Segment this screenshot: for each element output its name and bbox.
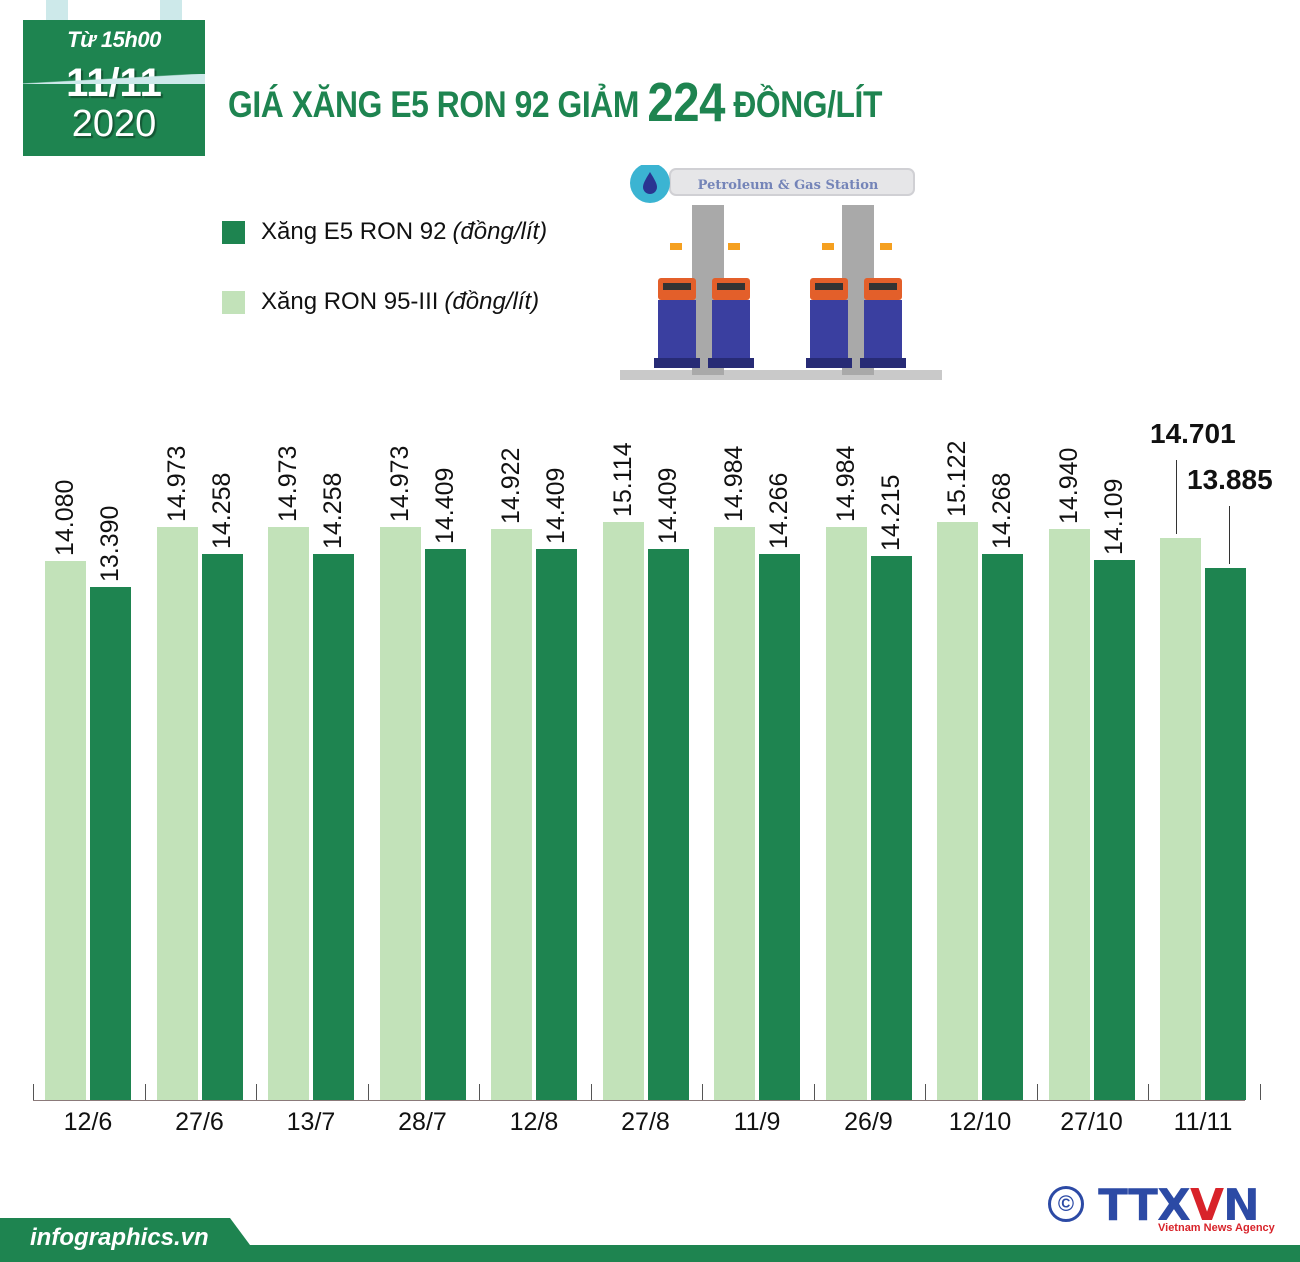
date-badge: Từ 15h00 11/11 2020 [23,20,205,156]
footer-site-link[interactable]: infographics.vn [30,1224,209,1251]
bar-ron95 [156,527,198,1100]
bar-ron95 [714,526,755,1100]
x-axis-label: 13/7 [286,1108,336,1136]
x-axis-tick [479,1084,480,1100]
value-label: 14.258 [319,472,347,550]
bar-ron95 [45,560,86,1100]
x-axis-label: 27/8 [621,1108,670,1136]
bar-e5-ron92 [90,586,131,1100]
x-axis [33,1100,1245,1101]
x-axis-tick [144,1084,146,1100]
bar-chart: 12/6 14.080 13.390 27/6 14.973 14.258 13/7 14.9… [33,418,1273,1136]
value-label: 14.109 [1099,478,1128,555]
bar-ron95 [825,526,867,1100]
effective-time: Từ 15h00 [67,27,161,52]
title-suffix: ĐỒNG/LÍT [733,84,882,125]
value-label-highlight: 14.701 [1150,418,1236,449]
badge-hanger-right [160,0,182,20]
legend-item-e5-ron92: Xăng E5 RON 92 (đồng/lít) [222,214,547,250]
x-axis-label: 11/9 [733,1108,781,1136]
legend-label: Xăng RON 95-III [261,288,439,315]
x-axis-tick [33,1084,34,1100]
bar-e5-ron92 [982,553,1023,1100]
legend-swatch-light [222,290,245,314]
value-label: 14.984 [831,445,860,522]
bar-e5-ron92 [1093,559,1135,1100]
x-axis-label: 27/10 [1060,1108,1123,1136]
bar-ron95 [1048,528,1090,1100]
gas-station-illustration: Petroleum & Gas Station [620,165,942,380]
value-label: 14.973 [162,445,191,523]
badge-stripe [23,74,205,84]
x-axis-label: 28/7 [398,1108,447,1136]
x-axis-label: 12/8 [509,1108,559,1136]
value-label: 14.409 [430,467,459,544]
value-label: 14.409 [542,467,570,544]
value-label: 14.973 [385,445,414,523]
title-prefix: GIÁ XĂNG E5 RON 92 GIẢM [228,84,639,125]
agency-tagline: Vietnam News Agency [1158,1222,1275,1234]
legend-unit: (đồng/lít) [452,218,548,245]
value-label: 14.940 [1054,447,1083,524]
x-axis-label: 12/6 [63,1108,113,1136]
badge-hanger-left [46,0,68,20]
value-label-highlight: 13.885 [1187,464,1273,495]
footer-bar [0,1245,1300,1262]
bar-e5-ron92 [759,553,800,1100]
legend-item-ron95: Xăng RON 95-III (đồng/lít) [222,284,547,320]
bar-ron95 [379,527,421,1100]
bar-ron95 [1160,537,1201,1100]
bar-e5-ron92 [870,555,912,1100]
bar-e5-ron92 [536,548,577,1100]
bar-ron95 [268,527,309,1100]
bar-e5-ron92 [201,554,243,1100]
bar-e5-ron92 [647,548,689,1100]
value-label: 14.409 [653,467,682,544]
footer-tab [0,1218,250,1262]
x-axis-tick [925,1084,926,1100]
x-axis-tick [702,1084,703,1100]
effective-year: 2020 [71,103,157,145]
bar-ron95 [491,529,532,1100]
bar-ron95 [937,521,978,1100]
leader-line [1175,460,1177,534]
station-sign-text: Petroleum & Gas Station [698,178,879,193]
value-label: 15.114 [608,442,637,518]
value-label: 14.266 [765,472,793,549]
x-axis-tick [256,1084,257,1100]
value-label: 14.258 [207,472,236,550]
leader-line [1228,506,1230,565]
legend: Xăng E5 RON 92 (đồng/lít) Xăng RON 95-II… [222,214,547,354]
bar-e5-ron92 [424,548,466,1100]
fuel-pumps [654,278,906,368]
x-axis-tick [1259,1084,1261,1100]
x-axis-label: 11/11 [1173,1108,1233,1136]
legend-swatch-dark [222,220,245,244]
copyright-icon: © [1048,1186,1084,1222]
x-axis-label: 27/6 [175,1108,224,1136]
value-label: 14.922 [497,447,525,525]
x-axis-tick [1036,1084,1038,1100]
bar-e5-ron92 [313,554,354,1100]
agency-logo: TTXVN [1098,1180,1260,1231]
page-title: GIÁ XĂNG E5 RON 92 GIẢM 224 ĐỒNG/LÍT [228,70,882,134]
bar-e5-ron92 [1205,568,1246,1100]
x-axis-tick [367,1084,369,1100]
value-label: 14.268 [988,472,1016,549]
value-label: 14.984 [720,445,748,522]
value-label: 14.080 [51,479,79,556]
legend-unit: (đồng/lít) [444,288,540,315]
x-axis-tick [1148,1084,1149,1100]
x-axis-tick [590,1084,592,1100]
value-label: 14.215 [876,474,905,551]
x-axis-label: 26/9 [844,1108,893,1136]
title-amount: 224 [647,71,725,133]
x-axis-label: 12/10 [948,1108,1012,1136]
value-label: 13.390 [96,505,124,582]
x-axis-tick [813,1084,815,1100]
legend-label: Xăng E5 RON 92 [261,218,447,245]
value-label: 14.973 [274,445,302,523]
value-label: 15.122 [943,440,971,517]
bar-ron95 [602,522,644,1100]
